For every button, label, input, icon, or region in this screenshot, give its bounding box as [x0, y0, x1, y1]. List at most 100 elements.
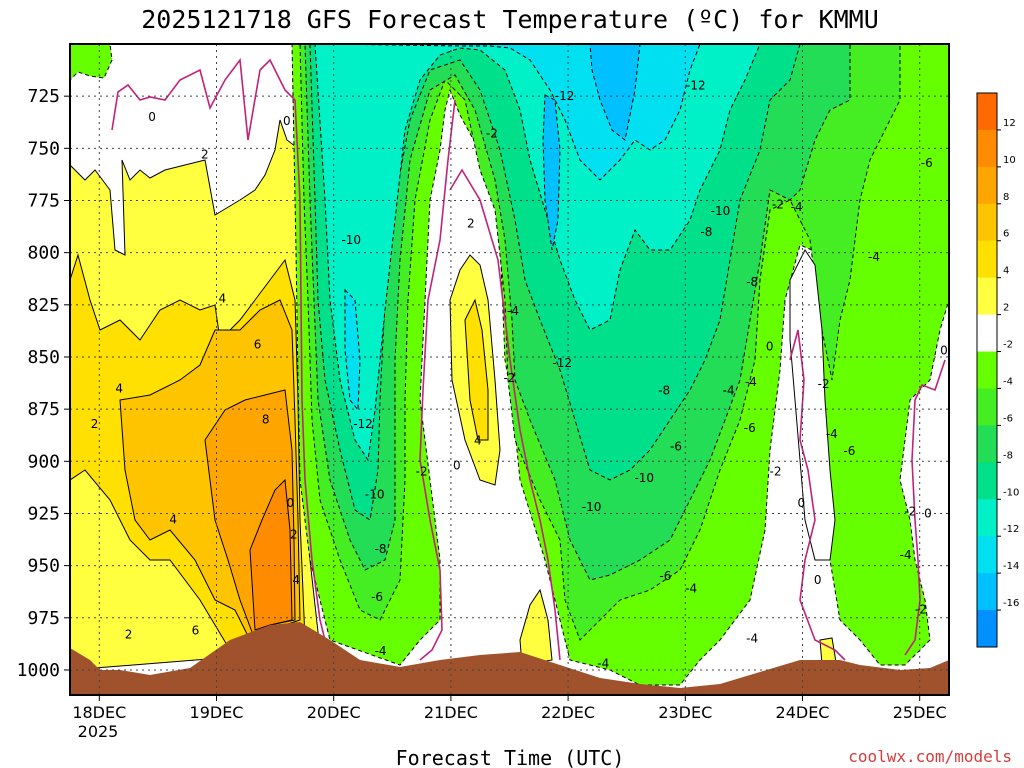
contour-label: 4 — [219, 292, 227, 306]
contour-label: 6 — [254, 337, 262, 351]
colorbar-swatch — [977, 536, 997, 574]
contour-label: 0 — [924, 506, 932, 520]
colorbar-swatch — [977, 166, 997, 205]
contour-label: -10 — [365, 488, 385, 502]
temperature-field — [70, 44, 949, 695]
colorbar-swatch — [977, 240, 997, 279]
cold-region-minus16c-b — [589, 44, 641, 141]
colorbar-swatch — [977, 314, 997, 353]
contour-label: 0 — [453, 458, 461, 472]
terrain — [70, 622, 949, 695]
white-patch-24dec — [789, 249, 836, 561]
contour-label: 2 — [91, 417, 99, 431]
grid-lines — [70, 44, 949, 695]
colorbar-swatch — [977, 388, 997, 426]
contour-label: -12 — [555, 89, 575, 103]
contour-label: -6 — [921, 156, 933, 170]
colorbar-tick-label: -6 — [1003, 413, 1013, 424]
cold-region-minus16c — [542, 94, 561, 251]
colorbar-tick-label: -14 — [1003, 561, 1019, 572]
x-tick-label: 24DEC — [776, 703, 830, 722]
colorbar-swatch — [977, 129, 997, 168]
x-tick-label: 21DEC — [424, 703, 478, 722]
colorbar-swatch — [977, 610, 997, 648]
zero-contour-a — [111, 57, 346, 666]
colorbar-swatch — [977, 351, 997, 389]
contour-label: -2 — [904, 504, 916, 518]
zero-contour-b — [419, 99, 456, 661]
contour-label: -4 — [723, 383, 735, 397]
contour-label: -2 — [504, 371, 516, 385]
colorbar-tick-label: 6 — [1003, 229, 1009, 240]
colorbar-swatch — [977, 462, 997, 500]
colorbar-tick-label: 2 — [1003, 303, 1009, 314]
contour-label: -4 — [826, 427, 838, 441]
contour-label: 4 — [169, 513, 177, 527]
y-axis: 725 750 775 800 825 850 875 900 925 950 975 1000 — [17, 86, 70, 681]
colorbar-swatch — [977, 93, 997, 131]
contour-label: -10 — [634, 471, 654, 485]
x-tick-label: 23DEC — [658, 703, 712, 722]
contour-label: -6 — [744, 421, 756, 435]
y-tick-label: 800 — [27, 243, 60, 264]
contour-label: -12 — [552, 356, 572, 370]
contour-label: -2 — [416, 465, 428, 479]
credit-link[interactable]: coolwx.com/models — [848, 747, 1012, 766]
zero-contour-e — [904, 359, 946, 656]
contour-label: -8 — [658, 383, 670, 397]
colorbar-tick-label: -8 — [1003, 450, 1013, 461]
x-axis: 18DEC 19DEC 20DEC 21DEC 22DEC 23DEC 24DEC 25DEC — [72, 695, 947, 722]
colorbar-tick-label: -16 — [1003, 598, 1019, 609]
x-year-label: 2025 — [78, 722, 119, 741]
x-tick-label: 20DEC — [307, 703, 361, 722]
contour-label: -4 — [746, 632, 758, 646]
contour-label: -4 — [791, 200, 803, 214]
contour-label: 0 — [148, 110, 156, 124]
colorbar-swatch — [977, 277, 997, 316]
contour-label: -4 — [507, 304, 519, 318]
contour-label: -6 — [371, 590, 383, 604]
colorbar-tick-label: -4 — [1003, 376, 1013, 387]
contour-label: -4 — [375, 644, 387, 658]
colorbar-tick-label: -12 — [1003, 524, 1019, 535]
contour-label: 0 — [766, 340, 774, 354]
y-tick-label: 950 — [27, 556, 60, 577]
warm-lobe-21dec-4c — [464, 298, 489, 441]
colorbar-tick-label: -2 — [1003, 340, 1013, 351]
plot-frame — [69, 43, 950, 696]
x-tick-label: 25DEC — [893, 703, 947, 722]
colorbar-tick-label: 12 — [1003, 118, 1016, 129]
y-tick-label: 875 — [27, 399, 60, 420]
contour-label: 4 — [474, 433, 482, 447]
warm-region-10c — [249, 478, 293, 631]
contour-label: 0 — [940, 344, 948, 358]
contour-label: -6 — [659, 569, 671, 583]
y-tick-label: 850 — [27, 347, 60, 368]
contour-label: -4 — [685, 582, 697, 596]
colorbar-swatch — [977, 573, 997, 611]
contour-label: -8 — [375, 542, 387, 556]
contour-label: 2 — [467, 216, 475, 230]
contour-label: -2 — [486, 127, 498, 141]
contour-label: -4 — [868, 250, 880, 264]
contour-label: 6 — [192, 623, 200, 637]
colorbar-swatch — [977, 203, 997, 242]
y-tick-label: 925 — [27, 503, 60, 524]
contour-label: -4 — [597, 657, 609, 671]
cold-region-topleft — [70, 44, 113, 81]
colorbar-tick-label: 10 — [1003, 155, 1016, 166]
contour-label: -8 — [746, 275, 758, 289]
contour-label: 0 — [287, 496, 295, 510]
contour-label: 4 — [292, 573, 300, 587]
colorbar-frame — [976, 92, 998, 648]
contour-label: -10 — [341, 233, 361, 247]
contour-label: -4 — [900, 548, 912, 562]
chart-title: 2025121718 GFS Forecast Temperature (ºC)… — [141, 5, 879, 34]
y-tick-label: 900 — [27, 451, 60, 472]
colorbar-swatch — [977, 499, 997, 537]
colorbar-swatch — [977, 425, 997, 463]
y-tick-label: 750 — [27, 138, 60, 159]
y-tick-label: 975 — [27, 608, 60, 629]
x-axis-label: Forecast Time (UTC) — [396, 746, 625, 768]
